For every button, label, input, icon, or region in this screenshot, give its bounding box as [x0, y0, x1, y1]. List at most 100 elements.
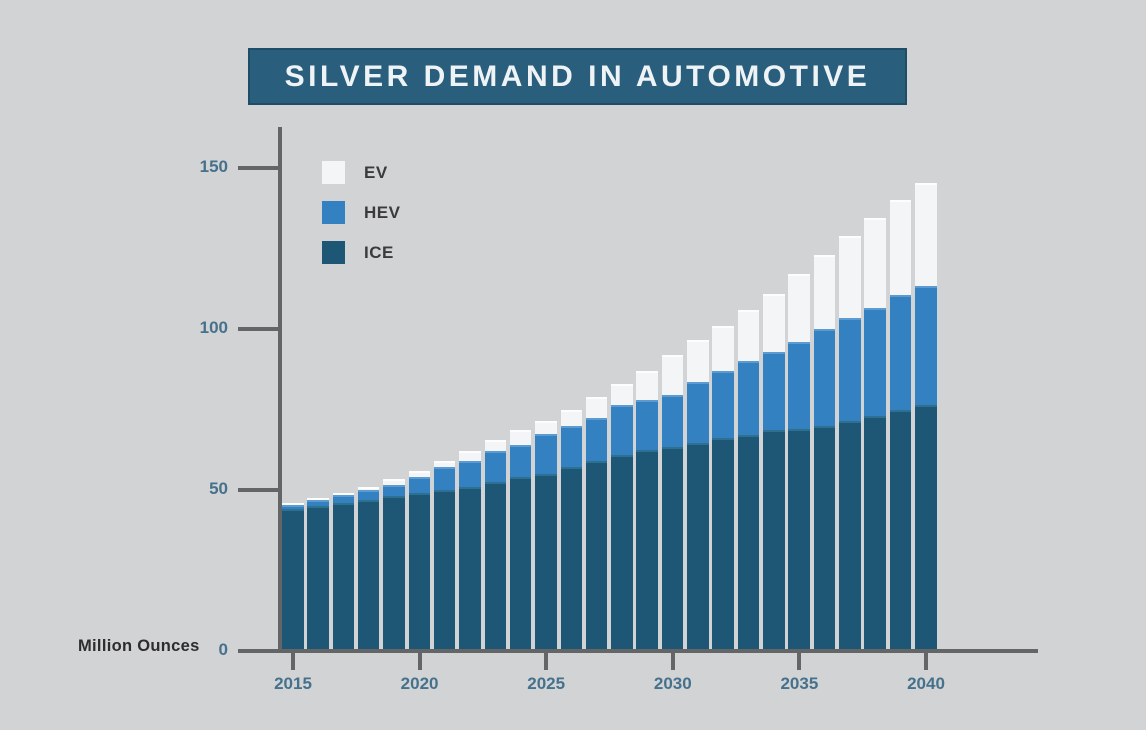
- bar-2018-ice-segment: [357, 499, 380, 651]
- x-axis-line: [238, 649, 1038, 653]
- bar-2033-ev-segment: [737, 309, 760, 362]
- bar-2034: [763, 293, 785, 651]
- bar-2020-ev-segment: [408, 470, 431, 478]
- bar-2039-ice-segment: [889, 409, 912, 651]
- bar-2024-hev-segment: [509, 444, 532, 478]
- bar-2033-hev-segment: [737, 361, 760, 436]
- bar-2040-ice-segment: [915, 404, 937, 651]
- legend-swatch-hev: [322, 201, 345, 224]
- bar-2038-ev-segment: [864, 217, 886, 309]
- x-tick-line-2025: [544, 653, 549, 670]
- bar-2026: [560, 409, 583, 651]
- x-tick-line-2015: [291, 653, 295, 670]
- bar-2021: [433, 461, 456, 651]
- y-tick-line-50: [238, 488, 282, 492]
- bar-2015-ev-segment: [282, 502, 304, 505]
- bar-2037: [839, 235, 861, 651]
- bar-2038: [864, 217, 886, 651]
- bar-2026-ev-segment: [560, 409, 583, 426]
- bar-2034-ice-segment: [763, 430, 785, 651]
- bar-2036: [813, 254, 836, 651]
- bar-2032-hev-segment: [712, 370, 734, 439]
- bar-2038-ice-segment: [864, 415, 886, 651]
- bar-2018-hev-segment: [357, 490, 380, 500]
- bar-2017-hev-segment: [332, 494, 355, 503]
- bar-2022-ice-segment: [459, 486, 481, 651]
- bar-2017-ev-segment: [332, 492, 355, 495]
- bar-2024: [509, 430, 532, 651]
- bars-container: [282, 0, 962, 651]
- bar-2031-ice-segment: [687, 443, 709, 651]
- bar-2016-ev-segment: [307, 497, 329, 500]
- x-tick-label-2020: 2020: [400, 674, 439, 693]
- x-tick-label-2015: 2015: [274, 674, 312, 693]
- bar-2035-hev-segment: [788, 341, 810, 429]
- bar-2037-hev-segment: [839, 317, 861, 421]
- y-tick-label-150: 150: [199, 157, 228, 176]
- bar-2038-hev-segment: [864, 308, 886, 416]
- bar-2027-hev-segment: [585, 417, 608, 462]
- bar-2018: [357, 486, 380, 651]
- bar-2037-ev-segment: [839, 235, 861, 318]
- bar-2022-hev-segment: [459, 461, 481, 487]
- legend-label-ice: ICE: [364, 242, 394, 262]
- bar-2019-hev-segment: [383, 485, 405, 497]
- bar-2023-hev-segment: [484, 451, 507, 482]
- bar-2034-ev-segment: [763, 293, 785, 352]
- bar-2040-ev-segment: [915, 182, 937, 286]
- bar-2027: [585, 396, 608, 651]
- bar-2032-ice-segment: [712, 438, 734, 651]
- x-tick-label-2025: 2025: [527, 674, 566, 693]
- x-tick-label-2040: 2040: [907, 674, 945, 693]
- y-tick-label-100: 100: [199, 318, 228, 337]
- bar-2015-hev-segment: [282, 504, 304, 510]
- x-tick-line-2040: [924, 653, 928, 670]
- bar-2029: [636, 370, 658, 651]
- bar-2040: [915, 182, 937, 651]
- bar-2030-hev-segment: [661, 395, 684, 447]
- legend-item-ice: ICE: [322, 241, 400, 264]
- bar-2015-ice-segment: [282, 509, 304, 651]
- bar-2025-ev-segment: [535, 420, 557, 434]
- bar-2026-hev-segment: [560, 425, 583, 468]
- bar-2019-ice-segment: [383, 496, 405, 651]
- bar-2015: [282, 502, 304, 651]
- bar-2027-ev-segment: [585, 396, 608, 418]
- bar-2019-ev-segment: [383, 478, 405, 486]
- bar-2037-ice-segment: [839, 420, 861, 651]
- bar-2039-hev-segment: [889, 295, 912, 410]
- bar-2016-ice-segment: [307, 506, 329, 651]
- bar-2028: [611, 383, 633, 651]
- bar-2031-hev-segment: [687, 382, 709, 444]
- bar-2017-ice-segment: [332, 502, 355, 651]
- bar-2017: [332, 492, 355, 651]
- legend-label-hev: HEV: [364, 202, 401, 222]
- bar-2025: [535, 420, 557, 651]
- y-tick-label-50: 50: [209, 479, 228, 498]
- legend-swatch-ev: [322, 161, 345, 184]
- y-tick-line-150: [238, 166, 282, 170]
- bar-2018-ev-segment: [357, 486, 380, 491]
- bar-2021-ev-segment: [433, 461, 456, 468]
- bar-2029-ice-segment: [636, 449, 658, 651]
- bar-2025-ice-segment: [535, 473, 557, 651]
- bar-2039-ev-segment: [889, 200, 912, 296]
- bar-2016-hev-segment: [307, 499, 329, 507]
- bar-2029-ev-segment: [636, 370, 658, 400]
- y-axis-line: [278, 127, 282, 653]
- legend-item-ev: EV: [322, 161, 400, 184]
- bar-2028-ev-segment: [611, 383, 633, 405]
- bar-2040-hev-segment: [915, 285, 937, 405]
- bar-2021-ice-segment: [433, 490, 456, 651]
- bar-2031: [687, 340, 709, 651]
- bar-2036-hev-segment: [813, 329, 836, 426]
- bar-2025-hev-segment: [535, 433, 557, 474]
- legend-item-hev: HEV: [322, 201, 400, 224]
- legend: EV HEV ICE: [322, 161, 400, 281]
- bar-2028-hev-segment: [611, 404, 633, 455]
- bar-2023-ice-segment: [484, 481, 507, 651]
- y-tick-label-0: 0: [218, 640, 228, 659]
- y-tick-line-100: [238, 327, 282, 331]
- bar-2030-ice-segment: [661, 446, 684, 651]
